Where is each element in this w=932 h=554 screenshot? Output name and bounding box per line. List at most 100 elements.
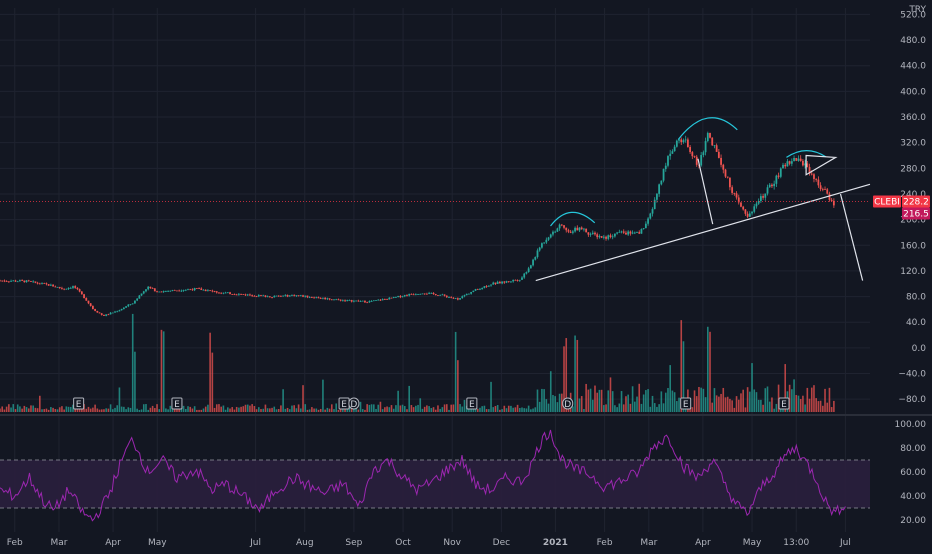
volume-bar: [134, 351, 136, 412]
candle-body: [257, 295, 260, 297]
x-tick-label: Dec: [493, 538, 510, 548]
y-tick-label: 480.0: [900, 36, 926, 46]
event-marker[interactable]: D: [348, 397, 360, 410]
trendline[interactable]: [535, 183, 871, 282]
volume-bar: [10, 407, 12, 412]
volume-bar: [490, 381, 492, 412]
candle-body: [722, 164, 725, 170]
volume-bar: [711, 402, 714, 412]
volume-bar: [656, 406, 658, 412]
volume-bar: [45, 408, 48, 412]
event-marker[interactable]: E: [171, 397, 183, 410]
volume-bar: [286, 407, 289, 412]
volume-bar: [412, 407, 415, 412]
candle-body: [733, 192, 736, 194]
event-marker[interactable]: D: [562, 397, 574, 410]
volume-bar: [67, 406, 70, 412]
event-marker[interactable]: E: [680, 397, 692, 410]
y-tick-label: 120.0: [900, 267, 926, 277]
candle-body: [361, 300, 364, 302]
drop-line[interactable]: [697, 158, 714, 225]
candle-body: [295, 295, 298, 297]
candle-body: [235, 294, 238, 296]
candle-body: [94, 309, 97, 311]
volume-bar: [505, 408, 508, 412]
volume-bar: [543, 389, 545, 412]
candle-body: [12, 280, 15, 282]
volume-bar: [322, 379, 324, 412]
arc-drawing[interactable]: [550, 211, 596, 227]
candle-body: [308, 297, 311, 298]
candle-body: [775, 175, 778, 184]
candle-body: [647, 218, 649, 224]
candle-body: [587, 232, 590, 235]
volume-bar: [647, 389, 649, 412]
volume-bar: [348, 405, 351, 412]
volume-bar: [461, 406, 464, 412]
candle-body: [439, 295, 442, 296]
candle-body: [538, 247, 541, 251]
candle-body: [324, 297, 327, 300]
volume-bar: [724, 397, 727, 412]
candle-body: [122, 307, 125, 309]
candle-body: [450, 297, 453, 298]
candle-body: [178, 290, 181, 292]
event-marker[interactable]: E: [466, 397, 478, 410]
event-marker[interactable]: E: [778, 397, 790, 410]
candle-body: [315, 297, 318, 299]
candle-body: [552, 231, 554, 235]
arc-drawing[interactable]: [786, 149, 827, 158]
volume-bar: [213, 407, 216, 412]
candle-body: [173, 289, 176, 291]
volume-bar: [339, 409, 342, 412]
candle-body: [98, 312, 101, 314]
candle-body: [120, 308, 123, 311]
volume-bar: [346, 408, 349, 412]
volume-bar: [264, 404, 267, 412]
candle-body: [569, 231, 572, 233]
drawings[interactable]: [535, 117, 871, 282]
candle-body: [242, 294, 245, 295]
candle-body: [149, 286, 152, 289]
candle-body: [649, 213, 652, 219]
volume-bar: [262, 408, 265, 412]
volume-bar: [463, 399, 466, 412]
candle-body: [246, 294, 249, 296]
candle-body: [779, 168, 782, 177]
candle-body: [490, 284, 492, 286]
candle-body: [613, 233, 616, 237]
volume-bar: [198, 409, 200, 412]
event-marker[interactable]: E: [73, 397, 85, 410]
volume-bar: [627, 394, 629, 412]
volume-bar: [158, 409, 161, 412]
event-marker[interactable]: E: [338, 397, 350, 410]
candle-body: [793, 157, 795, 162]
currency-label: TRY: [908, 5, 926, 15]
volume-bar: [521, 407, 523, 412]
candle-body: [596, 234, 599, 238]
candle-body: [191, 289, 194, 291]
volume-bar: [700, 387, 702, 412]
candle-body: [348, 300, 351, 301]
volume-bar: [507, 405, 510, 412]
candle-body: [36, 282, 39, 284]
triangle-drawing[interactable]: [805, 154, 838, 176]
volume-bar: [556, 402, 559, 412]
volume-bar: [583, 408, 585, 412]
volume-bar: [779, 408, 782, 412]
volume-bar: [645, 390, 647, 412]
arc-drawing[interactable]: [677, 117, 738, 140]
drop-line[interactable]: [839, 193, 864, 281]
candle-body: [485, 286, 488, 287]
candle-body: [54, 286, 57, 288]
volume-bar: [434, 409, 437, 412]
candle-body: [518, 279, 521, 281]
volume-bar: [78, 407, 81, 412]
candle-body: [474, 289, 477, 291]
volume-bar: [401, 404, 404, 412]
volume-bar: [587, 389, 590, 412]
candle-body: [69, 287, 72, 289]
volume-bar: [636, 396, 638, 412]
